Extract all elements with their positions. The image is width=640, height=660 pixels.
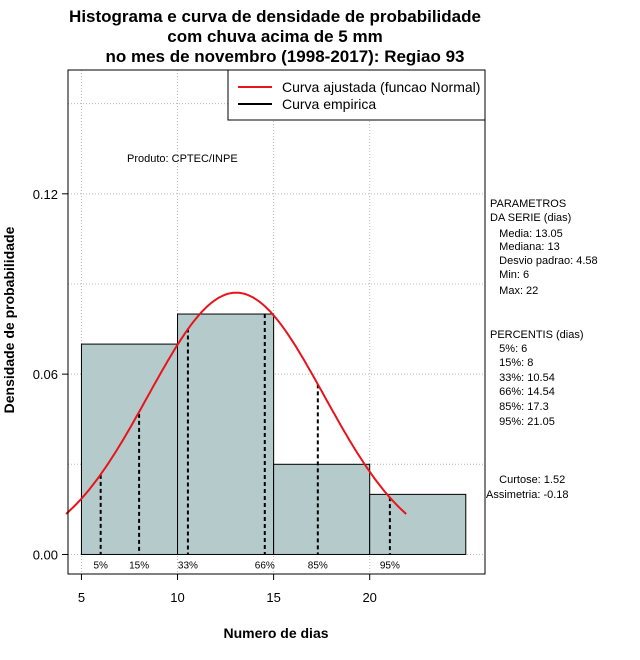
parametros-line: Max: 22: [490, 285, 538, 297]
percentile-label: 66%: [255, 560, 275, 571]
x-axis-label: Numero de dias: [223, 625, 328, 641]
parametros-block: PARAMETROS DA SERIE (dias) Media: 13.05 …: [490, 198, 598, 297]
histogram-bar: [369, 493, 467, 555]
y-axis: 0.00 0.06 0.12: [33, 187, 68, 562]
percentis-line: PERCENTIS (dias): [490, 329, 584, 341]
parametros-line: Mediana: 13: [490, 241, 560, 253]
percentis-line: 15%: 8: [490, 357, 533, 369]
percentis-line: 66%: 14.54: [490, 386, 555, 398]
percentile-label: 95%: [380, 560, 400, 571]
legend: Curva ajustada (funcao Normal) Curva emp…: [227, 69, 486, 121]
x-tick-label: 10: [170, 590, 184, 605]
histogram-bar: [273, 463, 371, 555]
y-tick-label: 0.00: [33, 547, 58, 562]
histogram-bars: [80, 313, 467, 555]
histogram-bar: [177, 313, 275, 555]
percentis-block: PERCENTIS (dias) 5%: 6 15%: 8 33%: 10.54…: [490, 329, 584, 428]
curtose-line: Curtose: 1.52: [490, 474, 565, 486]
fitted-curve-line: [65, 291, 407, 515]
chart-title: Histograma e curva de densidade de proba…: [69, 7, 481, 66]
x-tick-label: 5: [78, 590, 85, 605]
parametros-line: PARAMETROS: [490, 198, 566, 210]
parametros-line: Desvio padrao: 4.58: [490, 255, 598, 267]
percentile-lines: 5% 15% 33% 66% 85% 95%: [93, 314, 400, 571]
stats-panel: PARAMETROS DA SERIE (dias) Media: 13.05 …: [486, 198, 598, 501]
shape-block: Curtose: 1.52 Assimetria: -0.18: [486, 474, 569, 501]
x-tick-label: 15: [266, 590, 280, 605]
percentile-label: 33%: [178, 560, 198, 571]
x-axis: 5 10 15 20: [78, 574, 377, 605]
fitted-curve: [65, 291, 407, 515]
product-annotation: Produto: CPTEC/INPE: [127, 153, 238, 165]
percentis-line: 95%: 21.05: [490, 416, 555, 428]
title-line-2: com chuva acima de 5 mm: [167, 27, 382, 46]
percentis-line: 5%: 6: [490, 343, 527, 355]
parametros-line: Min: 6: [490, 269, 529, 281]
percentis-line: 33%: 10.54: [490, 372, 555, 384]
histogram-bar: [80, 343, 179, 555]
parametros-line: Media: 13.05: [490, 228, 563, 240]
y-tick-label: 0.12: [33, 187, 58, 202]
y-axis-label: Densidade de probabilidade: [1, 226, 17, 413]
legend-label-fitted: Curva ajustada (funcao Normal): [282, 79, 480, 95]
title-line-3: no mes de novembro (1998-2017): Regiao 9…: [105, 47, 464, 66]
percentile-label: 5%: [93, 560, 108, 571]
y-tick-label: 0.06: [33, 367, 58, 382]
percentis-line: 85%: 17.3: [490, 401, 549, 413]
x-tick-label: 20: [362, 590, 376, 605]
parametros-line: DA SERIE (dias): [490, 212, 571, 224]
assimetria-line: Assimetria: -0.18: [486, 489, 569, 501]
title-line-1: Histograma e curva de densidade de proba…: [69, 7, 481, 26]
percentile-label: 85%: [308, 560, 328, 571]
legend-box: [227, 69, 486, 121]
percentile-label: 15%: [129, 560, 149, 571]
legend-label-empirical: Curva empirica: [282, 96, 376, 112]
